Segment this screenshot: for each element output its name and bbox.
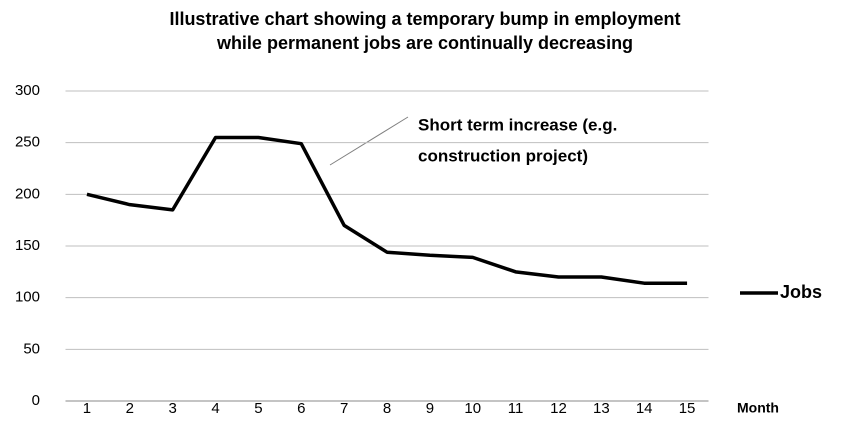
x-tick-label: 2: [126, 400, 134, 417]
x-tick-label: 8: [383, 400, 391, 417]
y-tick-label: 0: [32, 392, 40, 409]
x-tick-label: 12: [550, 400, 567, 417]
x-tick-label: 4: [211, 400, 219, 417]
y-tick-label: 50: [23, 340, 40, 357]
annotation: construction project): [418, 146, 588, 165]
x-tick-label: 9: [426, 400, 434, 417]
x-tick-label: 6: [297, 400, 305, 417]
x-tick-label: 3: [168, 400, 176, 417]
x-tick-label: 10: [464, 400, 481, 417]
x-tick-label: 13: [593, 400, 610, 417]
x-axis-label: Month: [737, 400, 779, 416]
x-tick-label: 1: [83, 400, 91, 417]
annotation-pointer: [329, 116, 409, 166]
y-tick-label: 300: [15, 82, 40, 99]
x-tick-label: 11: [508, 400, 524, 417]
x-tick-label: 15: [679, 400, 696, 417]
y-tick-label: 150: [15, 237, 40, 254]
y-tick-label: 200: [15, 185, 40, 202]
x-tick-label: 5: [254, 400, 262, 417]
legend-label: Jobs: [780, 282, 822, 302]
y-tick-label: 250: [15, 134, 40, 151]
data-line: [86, 135, 688, 285]
chart-title: Illustrative chart showing a temporary b…: [169, 9, 680, 29]
chart-title: while permanent jobs are continually dec…: [216, 33, 633, 53]
x-tick-label: 7: [340, 400, 348, 417]
annotation: Short term increase (e.g.: [418, 115, 617, 134]
y-tick-label: 100: [15, 289, 40, 306]
x-tick-label: 14: [636, 400, 653, 417]
